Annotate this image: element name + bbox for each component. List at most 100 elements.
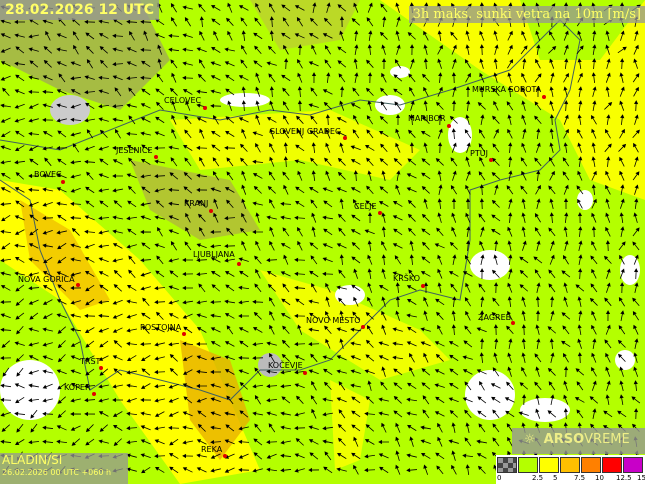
wind-arrow <box>480 296 485 308</box>
wind-arrow <box>57 396 67 404</box>
wind-arrow <box>210 187 221 192</box>
wind-arrow <box>479 44 485 56</box>
wind-arrow <box>238 439 250 444</box>
wind-arrow <box>98 439 109 444</box>
wind-arrow <box>351 18 360 26</box>
wind-arrow <box>29 60 39 68</box>
wind-arrow <box>128 87 136 97</box>
wind-arrow <box>435 452 445 460</box>
wind-arrow <box>183 396 193 404</box>
wind-arrow <box>576 185 584 195</box>
wind-arrow <box>98 384 109 389</box>
wind-arrow <box>367 212 373 224</box>
wind-arrow <box>605 352 611 363</box>
wind-arrow <box>280 271 291 277</box>
wind-arrow <box>535 296 540 308</box>
wind-arrow <box>213 114 219 125</box>
wind-arrow <box>452 58 457 69</box>
wind-arrow <box>632 311 640 321</box>
wind-arrow <box>210 440 222 445</box>
wind-arrow <box>437 198 442 210</box>
wind-arrow <box>308 467 320 473</box>
wind-arrow <box>156 311 164 320</box>
wind-arrow <box>450 283 458 293</box>
wind-arrow <box>197 200 207 208</box>
wind-arrow <box>128 269 136 279</box>
wind-arrow <box>281 32 291 40</box>
wind-arrow <box>56 230 67 235</box>
wind-arrow <box>84 75 95 80</box>
wind-arrow <box>364 454 376 459</box>
wind-arrow <box>423 30 429 41</box>
wind-arrow <box>268 423 276 433</box>
wind-arrow <box>168 327 179 333</box>
wind-arrow <box>448 341 459 347</box>
wind-arrow <box>126 76 138 81</box>
wind-arrow <box>183 172 192 180</box>
wind-arrow <box>365 339 374 348</box>
wind-arrow <box>406 285 417 291</box>
wind-arrow <box>56 299 67 305</box>
wind-arrow <box>70 272 81 277</box>
wind-arrow <box>294 468 305 473</box>
wind-arrow <box>15 439 25 446</box>
wind-arrow <box>421 186 430 194</box>
wind-arrow <box>409 254 414 266</box>
wind-arrow <box>465 170 471 181</box>
wind-arrow <box>238 397 249 402</box>
wind-arrow <box>493 254 498 265</box>
wind-arrow <box>70 187 81 193</box>
wind-arrow <box>184 129 192 139</box>
legend-label: 2.5 <box>532 474 544 482</box>
wind-arrow <box>451 464 457 475</box>
wind-arrow <box>141 312 151 320</box>
wind-arrow <box>591 198 597 209</box>
wind-arrow <box>280 411 291 416</box>
wind-arrow <box>522 58 527 70</box>
wind-arrow <box>309 242 319 250</box>
wind-arrow <box>281 396 291 404</box>
wind-arrow <box>520 185 528 195</box>
wind-arrow <box>126 19 138 24</box>
wind-arrow <box>434 243 445 249</box>
wind-arrow <box>436 465 444 475</box>
wind-arrow <box>126 453 137 458</box>
wind-arrow <box>393 88 403 96</box>
wind-arrow <box>491 396 501 404</box>
wind-arrow <box>183 144 193 151</box>
wind-arrow <box>212 171 219 181</box>
wind-arrow <box>336 285 347 290</box>
wind-arrow <box>309 452 319 460</box>
wind-arrow <box>15 354 24 363</box>
wind-arrow <box>224 299 235 304</box>
wind-arrow <box>493 282 499 294</box>
wind-arrow <box>323 101 332 110</box>
wind-arrow <box>506 423 514 433</box>
wind-arrow <box>168 313 179 319</box>
wind-arrow <box>0 19 11 24</box>
wind-arrow <box>633 86 639 97</box>
wind-arrow <box>591 72 596 84</box>
wind-arrow <box>436 311 444 320</box>
wind-arrow <box>113 200 123 208</box>
wind-arrow <box>366 129 374 139</box>
wind-arrow <box>423 142 428 153</box>
legend-label: 0 <box>497 474 502 482</box>
wind-arrow <box>71 438 81 446</box>
wind-arrow <box>56 271 67 277</box>
wind-arrow <box>84 398 96 403</box>
wind-arrow <box>310 255 318 265</box>
wind-arrow <box>269 100 275 111</box>
wind-arrow <box>280 384 292 389</box>
wind-arrow <box>507 72 512 83</box>
wind-arrow <box>70 257 81 262</box>
wind-arrow <box>577 58 582 69</box>
wind-arrow <box>378 397 389 402</box>
wind-arrow <box>465 184 471 195</box>
wind-arrow <box>182 355 193 361</box>
wind-arrow <box>368 30 373 41</box>
wind-arrow <box>84 229 96 234</box>
wind-arrow <box>252 355 264 361</box>
wind-arrow <box>182 89 193 95</box>
wind-arrow <box>112 75 123 81</box>
